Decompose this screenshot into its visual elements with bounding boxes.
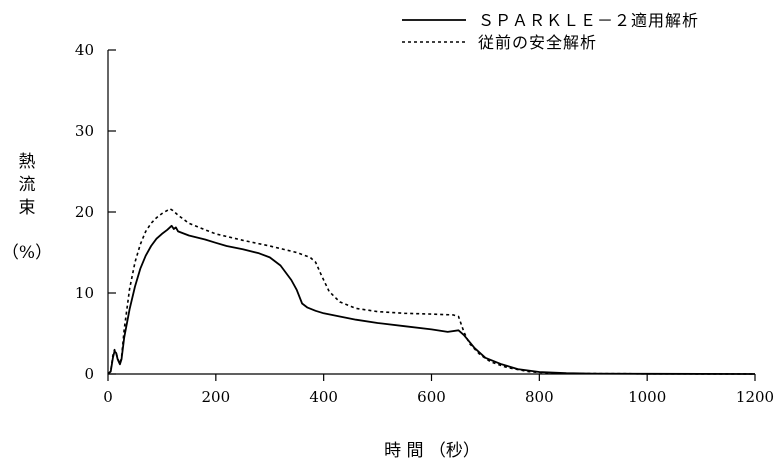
y-axis-title-char: 熱 [19,152,36,172]
y-axis-title: 熱流束 （%） [2,152,52,263]
series-line-conventional [107,208,756,375]
y-tick-label: 20 [75,203,94,221]
plot-area [107,208,756,375]
x-tick-label: 600 [417,388,446,406]
y-tick-label: 0 [84,365,94,383]
x-axis-title: 時 間 （秒） [384,441,480,461]
x-tick-label: 200 [202,388,231,406]
y-axis-title-char: 束 [19,198,36,218]
x-tick-label: 800 [525,388,554,406]
y-tick-label: 40 [75,41,94,59]
y-tick-label: 30 [75,122,94,140]
x-tick-label: 1000 [628,388,666,406]
x-tick-label: 400 [309,388,338,406]
legend-label: ＳＰＡＲＫＬＥ－２適用解析 [478,11,699,30]
series-line-sparkle2 [107,224,756,375]
x-tick-label: 0 [103,388,113,406]
legend-label: 従前の安全解析 [478,33,597,52]
y-tick-label: 10 [75,284,94,302]
y-axis-unit: （%） [2,243,52,263]
x-tick-label: 1200 [736,388,774,406]
y-axis-title-char: 流 [19,175,36,195]
